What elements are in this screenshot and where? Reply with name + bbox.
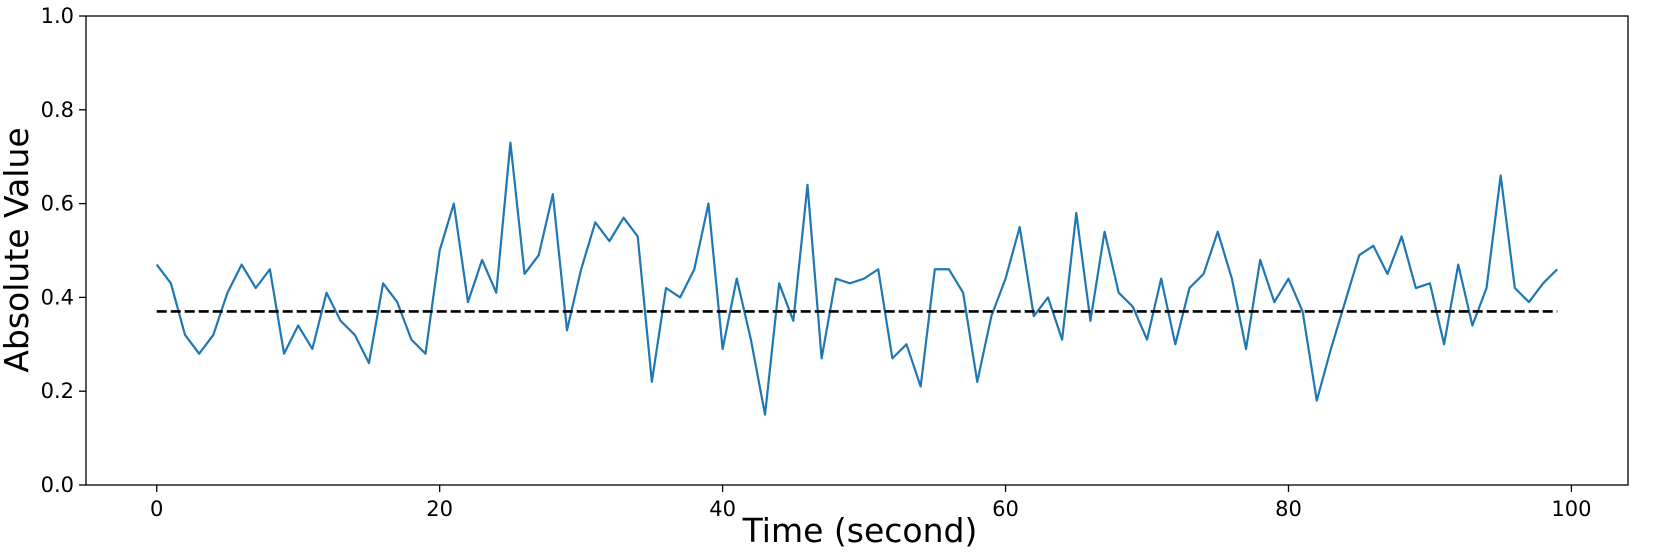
x-tick-label: 80 — [1275, 497, 1302, 521]
x-tick-label: 0 — [150, 497, 163, 521]
y-tick-label: 0.4 — [41, 285, 74, 309]
y-tick-label: 0.6 — [41, 192, 74, 216]
x-axis-title: Time (second) — [742, 511, 978, 548]
series-layer — [157, 143, 1558, 415]
y-axis-ticks: 0.0 0.2 0.4 0.6 0.8 1.0 — [41, 4, 86, 497]
y-tick-label: 0.8 — [41, 98, 74, 122]
x-tick-label: 100 — [1551, 497, 1591, 521]
x-tick-label: 20 — [426, 497, 453, 521]
signal-series-line — [157, 143, 1558, 415]
x-tick-label: 60 — [992, 497, 1019, 521]
y-tick-label: 1.0 — [41, 4, 74, 28]
y-tick-label: 0.0 — [41, 473, 74, 497]
x-tick-label: 40 — [709, 497, 736, 521]
y-axis-title: Absolute Value — [0, 127, 36, 372]
y-tick-label: 0.2 — [41, 379, 74, 403]
